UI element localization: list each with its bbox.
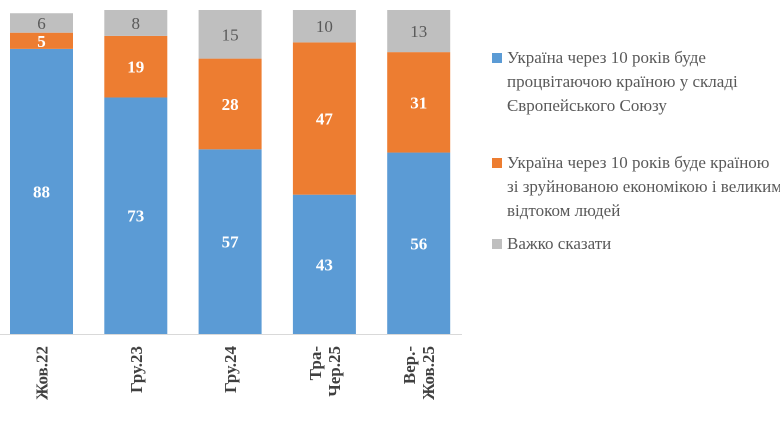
x-tick-label: Тра-Чер.25	[306, 346, 344, 397]
x-tick-label: Жов.22	[33, 346, 52, 400]
legend-item: Україна через 10 років буде процвітаючою…	[492, 46, 780, 118]
bar-segment	[198, 10, 262, 59]
data-label: 57	[222, 233, 240, 252]
legend-swatch	[492, 158, 502, 168]
bar-segment	[10, 13, 73, 33]
data-label: 10	[316, 17, 333, 36]
bar-segment	[104, 35, 168, 98]
bar-segment	[104, 10, 168, 36]
data-label: 8	[132, 14, 141, 33]
legend-item: Важко сказати	[492, 232, 780, 256]
legend-item: Україна через 10 років буде країною зі з…	[492, 151, 780, 223]
x-tick-label: Вер.-Жов.25	[400, 346, 438, 400]
data-label: 13	[410, 22, 427, 41]
data-label: 56	[410, 234, 427, 253]
data-label: 47	[316, 110, 334, 129]
bar-segment	[292, 42, 356, 195]
legend-label: Україна через 10 років буде процвітаючою…	[507, 48, 738, 115]
legend-swatch	[492, 53, 502, 63]
legend: Україна через 10 років буде процвітаючою…	[492, 46, 780, 289]
data-label: 15	[222, 25, 239, 44]
x-tick-label: Гру.24	[221, 346, 240, 394]
bar-segment	[387, 10, 451, 53]
data-label: 6	[37, 14, 46, 33]
bar-segment	[198, 58, 262, 150]
data-label: 5	[37, 32, 46, 51]
legend-label: Важко сказати	[507, 234, 612, 253]
bar-segment	[387, 152, 451, 334]
x-tick-label: Гру.23	[127, 346, 146, 393]
data-label: 28	[222, 95, 239, 114]
bar-segment	[292, 194, 356, 334]
bar-segment	[198, 149, 262, 334]
bar-segment	[10, 32, 73, 49]
legend-label: Україна через 10 років буде країною зі з…	[507, 153, 780, 220]
data-label: 43	[316, 255, 333, 274]
data-label: 19	[127, 58, 144, 77]
bar-segment	[292, 10, 356, 43]
bar-segment	[104, 97, 168, 334]
bar-segment	[387, 52, 451, 153]
bar-segment	[10, 48, 73, 334]
data-label: 31	[410, 93, 427, 112]
data-label: 73	[127, 207, 144, 226]
legend-swatch	[492, 239, 502, 249]
data-label: 88	[33, 182, 50, 201]
